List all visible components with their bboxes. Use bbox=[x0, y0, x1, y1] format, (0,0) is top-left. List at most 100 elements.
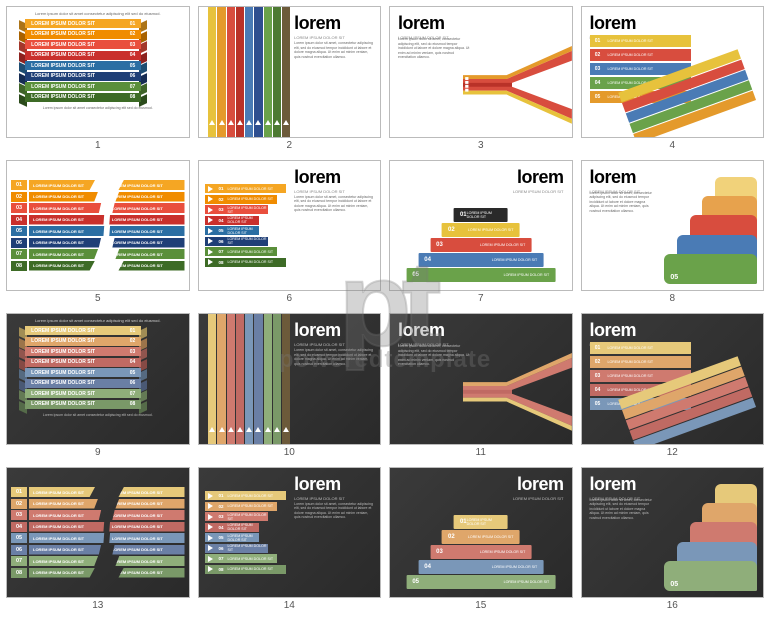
cell-2[interactable]: lorem LOREM IPSUM DOLOR SIT Lorem ipsum … bbox=[198, 6, 382, 152]
pyramid: lorem LOREM IPSUM DOLOR SIT 01LOREM IPSU… bbox=[390, 468, 572, 598]
cell-7[interactable]: lorem LOREM IPSUM DOLOR SIT 01LOREM IPSU… bbox=[389, 160, 573, 306]
arrow-list: 01LOREM IPSUM DOLOR SIT02LOREM IPSUM DOL… bbox=[205, 476, 296, 590]
bar-label: LOREM IPSUM DOLOR SIT bbox=[31, 370, 95, 376]
cell-16[interactable]: lorem LOREM IPSUM DOLOR SIT Lorem ipsum … bbox=[581, 467, 765, 613]
row-number: 02 bbox=[11, 192, 27, 202]
bowtie: 01LOREM IPSUM DOLOR SITLOREM IPSUM DOLOR… bbox=[7, 468, 189, 598]
arrow-list: 01 LOREM IPSUM DOLOR SIT 02LOREM IPSUM DOL… bbox=[205, 169, 296, 283]
item-label: LOREM IPSUM DOLOR SIT bbox=[606, 53, 692, 57]
arrow-number: 01 bbox=[219, 186, 224, 191]
slide-7: lorem LOREM IPSUM DOLOR SIT 01LOREM IPSU… bbox=[389, 160, 573, 292]
title: lorem bbox=[513, 474, 564, 495]
row-number: 08 bbox=[11, 568, 27, 578]
arrow-up-icon bbox=[265, 427, 271, 432]
step-number: 05 bbox=[670, 274, 678, 281]
cell-12[interactable]: lorem LOREM IPSUM DOLOR SIT 01LOREM IPSU… bbox=[581, 313, 765, 459]
bar-number: 05 bbox=[130, 370, 136, 376]
arrow-item: 05LOREM IPSUM DOLOR SIT bbox=[205, 533, 259, 542]
pyramid: lorem LOREM IPSUM DOLOR SIT 01LOREM IPSU… bbox=[390, 161, 572, 291]
layer-label: LOREM IPSUM DOLOR SIT bbox=[492, 565, 538, 569]
bars: LOREM IPSUM DOLOR SIT01LOREM IPSUM DOLOR… bbox=[25, 326, 170, 410]
pyramid-stack: 01LOREM IPSUM DOLOR SIT02LOREM IPSUM DOL… bbox=[406, 208, 555, 282]
slide-4: lorem LOREM IPSUM DOLOR SIT 01LOREM IPSU… bbox=[581, 6, 765, 138]
slide-9: Lorem ipsum dolor sit amet consectetur a… bbox=[6, 313, 190, 445]
arrow-item: 02LOREM IPSUM DOLOR SIT bbox=[205, 195, 278, 204]
row-number: 04 bbox=[11, 522, 27, 532]
table-row: 01LOREM IPSUM DOLOR SITLOREM IPSUM DOLOR… bbox=[11, 180, 185, 190]
slide-3: lorem LOREM IPSUM DOLOR SIT Lorem ipsum … bbox=[389, 6, 573, 138]
bar-number: 02 bbox=[130, 31, 136, 37]
step-number: 05 bbox=[670, 581, 678, 588]
bar-item: LOREM IPSUM DOLOR SIT07 bbox=[25, 389, 141, 398]
vstripe bbox=[273, 7, 281, 137]
table-row: 05LOREM IPSUM DOLOR SITLOREM IPSUM DOLOR… bbox=[11, 226, 185, 236]
cell-11[interactable]: lorem LOREM IPSUM DOLOR SIT Lorem ipsum … bbox=[389, 313, 573, 459]
cell-14[interactable]: 01LOREM IPSUM DOLOR SIT02LOREM IPSUM DOL… bbox=[198, 467, 382, 613]
cell-10[interactable]: lorem LOREM IPSUM DOLOR SIT Lorem ipsum … bbox=[198, 313, 382, 459]
row-bar-right: LOREM IPSUM DOLOR SIT bbox=[108, 203, 185, 213]
table-row: 07LOREM IPSUM DOLOR SITLOREM IPSUM DOLOR… bbox=[11, 556, 185, 566]
item-number: 01 bbox=[590, 345, 606, 351]
arrow-number: 02 bbox=[219, 197, 224, 202]
cell-1[interactable]: Lorem ipsum dolor sit amet consectetur a… bbox=[6, 6, 190, 152]
cell-9[interactable]: Lorem ipsum dolor sit amet consectetur a… bbox=[6, 313, 190, 459]
bar-number: 03 bbox=[130, 349, 136, 355]
row-number: 04 bbox=[11, 215, 27, 225]
diag: lorem LOREM IPSUM DOLOR SIT 01LOREM IPSU… bbox=[582, 7, 764, 137]
arrow-item: 08LOREM IPSUM DOLOR SIT bbox=[205, 258, 287, 267]
cell-6[interactable]: 01 LOREM IPSUM DOLOR SIT 02LOREM IPSUM DOL… bbox=[198, 160, 382, 306]
bar-label: LOREM IPSUM DOLOR SIT bbox=[31, 338, 95, 344]
cell-13[interactable]: 01LOREM IPSUM DOLOR SITLOREM IPSUM DOLOR… bbox=[6, 467, 190, 613]
row-bar-left: LOREM IPSUM DOLOR SIT bbox=[29, 499, 106, 509]
row-bar-right: LOREM IPSUM DOLOR SIT bbox=[108, 226, 185, 236]
fan-shape bbox=[463, 46, 572, 124]
row-bar-right: LOREM IPSUM DOLOR SIT bbox=[108, 556, 185, 566]
row-bar-left: LOREM IPSUM DOLOR SIT bbox=[29, 556, 106, 566]
arrow-up-icon bbox=[219, 120, 225, 125]
row-number: 08 bbox=[11, 261, 27, 271]
cell-4[interactable]: lorem LOREM IPSUM DOLOR SIT 01LOREM IPSU… bbox=[581, 6, 765, 152]
cell-8[interactable]: lorem LOREM IPSUM DOLOR SIT Lorem ipsum … bbox=[581, 160, 765, 306]
stripe-zone bbox=[203, 7, 297, 137]
bar-number: 06 bbox=[130, 380, 136, 386]
vstripe bbox=[217, 314, 225, 444]
item-number: 04 bbox=[590, 387, 606, 393]
vstripe bbox=[236, 7, 244, 137]
bar-item: LOREM IPSUM DOLOR SIT 05 bbox=[25, 368, 141, 377]
arrow-number: 05 bbox=[219, 535, 224, 540]
cell-5[interactable]: 01LOREM IPSUM DOLOR SITLOREM IPSUM DOLOR… bbox=[6, 160, 190, 306]
table-row: 02LOREM IPSUM DOLOR SITLOREM IPSUM DOLOR… bbox=[11, 499, 185, 509]
layer-number: 02 bbox=[448, 534, 455, 540]
row-bar-right: LOREM IPSUM DOLOR SIT bbox=[108, 533, 185, 543]
table-row: 05LOREM IPSUM DOLOR SITLOREM IPSUM DOLOR… bbox=[11, 533, 185, 543]
cell-3[interactable]: lorem LOREM IPSUM DOLOR SIT Lorem ipsum … bbox=[389, 6, 573, 152]
arrow-right-icon bbox=[208, 217, 213, 223]
bar-number: 04 bbox=[130, 52, 136, 58]
subtitle: LOREM IPSUM DOLOR SIT bbox=[513, 496, 564, 501]
layer-label: LOREM IPSUM DOLOR SIT bbox=[504, 580, 550, 584]
item-number: 03 bbox=[590, 66, 606, 72]
paragraph: Lorem ipsum dolor sit amet, consectetur … bbox=[294, 41, 374, 59]
arrow-label: LOREM IPSUM DOLOR SIT bbox=[228, 227, 259, 235]
arrow-item: 04LOREM IPSUM DOLOR SIT bbox=[205, 216, 259, 225]
bar-number: 01 bbox=[130, 21, 136, 27]
foot-text: Lorem ipsum dolor sit amet consectetur a… bbox=[25, 413, 170, 418]
paragraph: Lorem ipsum dolor sit amet, consectetur … bbox=[590, 498, 655, 521]
pyramid-layer: 03LOREM IPSUM DOLOR SIT bbox=[430, 238, 531, 252]
slide-number: 5 bbox=[6, 292, 190, 306]
bar-label: LOREM IPSUM DOLOR SIT bbox=[31, 401, 95, 407]
pyramid-layer: 02LOREM IPSUM DOLOR SIT bbox=[442, 530, 519, 544]
slide-number: 3 bbox=[389, 139, 573, 153]
row-bar-right: LOREM IPSUM DOLOR SIT bbox=[108, 249, 185, 259]
header: lorem LOREM IPSUM DOLOR SIT bbox=[294, 167, 374, 194]
bar-number: 07 bbox=[130, 84, 136, 90]
bars: LOREM IPSUM DOLOR SIT01LOREM IPSUM DOLOR… bbox=[25, 19, 170, 103]
title: lorem bbox=[590, 13, 641, 34]
table-row: 04LOREM IPSUM DOLOR SITLOREM IPSUM DOLOR… bbox=[11, 215, 185, 225]
pyramid-layer: 04LOREM IPSUM DOLOR SIT bbox=[418, 253, 543, 267]
cell-15[interactable]: lorem LOREM IPSUM DOLOR SIT 01LOREM IPSU… bbox=[389, 467, 573, 613]
rows: 01LOREM IPSUM DOLOR SITLOREM IPSUM DOLOR… bbox=[11, 474, 185, 592]
list-item: 01LOREM IPSUM DOLOR SIT bbox=[590, 342, 692, 354]
row-number: 02 bbox=[11, 499, 27, 509]
item-number: 02 bbox=[590, 52, 606, 58]
